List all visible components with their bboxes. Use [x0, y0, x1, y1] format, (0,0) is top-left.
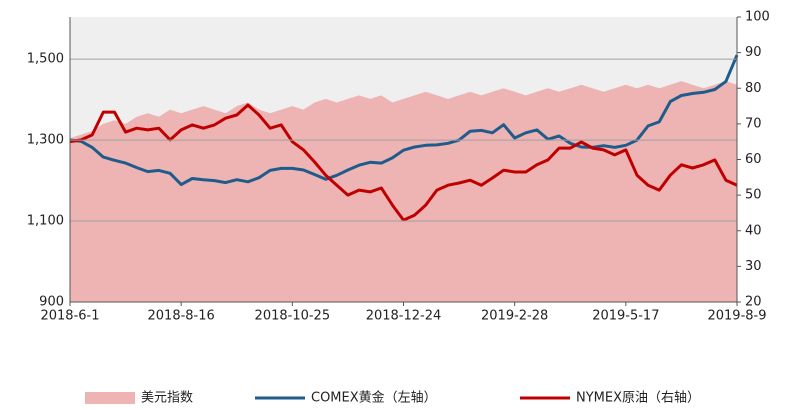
x-tick-label: 2018-12-24 [366, 309, 442, 324]
y2-tick-label: 40 [745, 223, 762, 238]
y-tick-label: 1,100 [27, 214, 64, 229]
y2-tick-label: 60 [745, 152, 762, 167]
y-tick-label: 900 [39, 295, 64, 310]
y2-tick-label: 30 [745, 259, 762, 274]
line [69, 103, 738, 222]
x-tick-label: 2019-8-9 [707, 309, 766, 324]
x-tick-label: 2018-6-1 [40, 309, 99, 324]
legend-label: NYMEX原油（右轴） [576, 391, 700, 406]
y-tick-label: 1,300 [27, 133, 64, 148]
line [69, 54, 739, 187]
y2-tick-label: 70 [745, 116, 762, 131]
y2-tick-label: 20 [745, 295, 762, 310]
area [70, 81, 737, 302]
x-tick-label: 2018-10-25 [255, 309, 331, 324]
x-tick-label: 2018-8-16 [148, 309, 215, 324]
y2-tick-label: 100 [745, 10, 770, 25]
legend-swatch [85, 392, 135, 404]
legend-label: COMEX黄金（左轴） [311, 390, 437, 406]
x-tick-label: 2019-5-17 [592, 309, 659, 324]
legend-label: 美元指数 [141, 391, 193, 406]
y2-tick-label: 80 [745, 81, 762, 96]
y-tick-label: 1,500 [27, 52, 64, 67]
y2-tick-label: 90 [745, 45, 762, 60]
y2-tick-label: 50 [745, 188, 762, 203]
x-tick-label: 2019-2-28 [481, 309, 548, 324]
